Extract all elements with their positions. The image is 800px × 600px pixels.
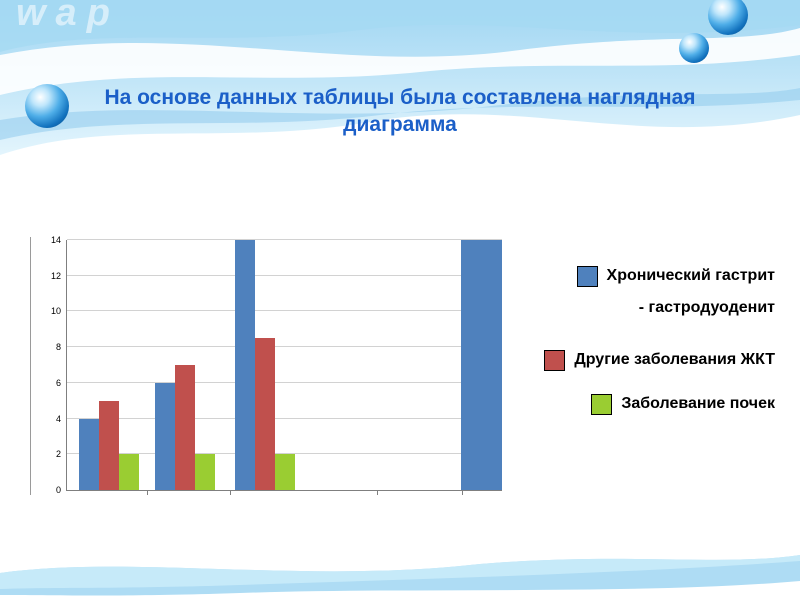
legend-item-gi-diseases: Другие заболевания ЖКТ: [470, 348, 775, 372]
bar-chart: 0 2 4 6 8 10 12 14: [30, 235, 502, 495]
bar: [155, 383, 175, 490]
gridline: [67, 346, 502, 348]
chart-plot-area: [66, 239, 502, 495]
legend-swatch-green: [591, 393, 613, 415]
bar: [175, 365, 195, 490]
y-axis-label: 0: [55, 485, 61, 495]
gridline: [67, 417, 502, 419]
gridline: [67, 310, 502, 312]
bar: [461, 240, 502, 490]
y-axis-label: 14: [50, 235, 61, 245]
legend-label: Другие заболевания ЖКТ: [574, 351, 775, 368]
slide-title: На основе данных таблицы была составлена…: [40, 84, 760, 138]
x-axis-tick: [377, 490, 378, 495]
bar: [255, 338, 275, 490]
chart-y-axis: 0 2 4 6 8 10 12 14: [31, 235, 65, 495]
slide-title-line1: На основе данных таблицы была составлена…: [104, 86, 696, 109]
bar: [79, 419, 99, 490]
legend-swatch-red: [544, 349, 566, 371]
wave-accent-top: [0, 0, 800, 52]
watermark-text: wap: [16, 0, 120, 34]
x-axis-tick: [230, 490, 231, 495]
x-axis-tick: [147, 490, 148, 495]
y-axis-label: 4: [55, 413, 61, 424]
slide-title-line2: диаграмма: [343, 113, 457, 136]
gridline: [67, 453, 502, 455]
bar: [99, 401, 119, 490]
glossy-sphere-icon: [679, 33, 709, 63]
legend-item-gastritis-line2: - гастродуоденит: [470, 296, 775, 320]
bottom-wave-band: [0, 555, 800, 596]
y-axis-label: 10: [50, 306, 61, 317]
bar: [195, 454, 215, 490]
legend-label: Хронический гастрит: [606, 267, 775, 284]
bottom-wave-highlight: [0, 555, 800, 589]
y-axis-label: 6: [55, 377, 61, 388]
bottom-wave-decoration: [0, 555, 800, 596]
legend-swatch-blue: [576, 265, 598, 287]
gridline: [67, 239, 502, 240]
bar: [235, 240, 255, 490]
y-axis-label: 2: [55, 449, 61, 460]
glossy-sphere-icon: [708, 0, 748, 35]
bar: [275, 454, 295, 490]
gridline: [67, 274, 502, 276]
chart-legend: Хронический гастрит - гастродуоденит Дру…: [470, 264, 775, 416]
x-axis-tick: [462, 490, 463, 495]
bar: [119, 454, 139, 490]
legend-item-kidney: Заболевание почек: [470, 392, 775, 416]
y-axis-label: 8: [55, 342, 61, 353]
legend-label: Заболевание почек: [621, 395, 775, 412]
legend-item-gastritis: Хронический гастрит: [470, 264, 775, 288]
y-axis-label: 12: [50, 270, 61, 281]
gridline: [67, 381, 502, 383]
legend-label: - гастродуоденит: [638, 299, 775, 316]
